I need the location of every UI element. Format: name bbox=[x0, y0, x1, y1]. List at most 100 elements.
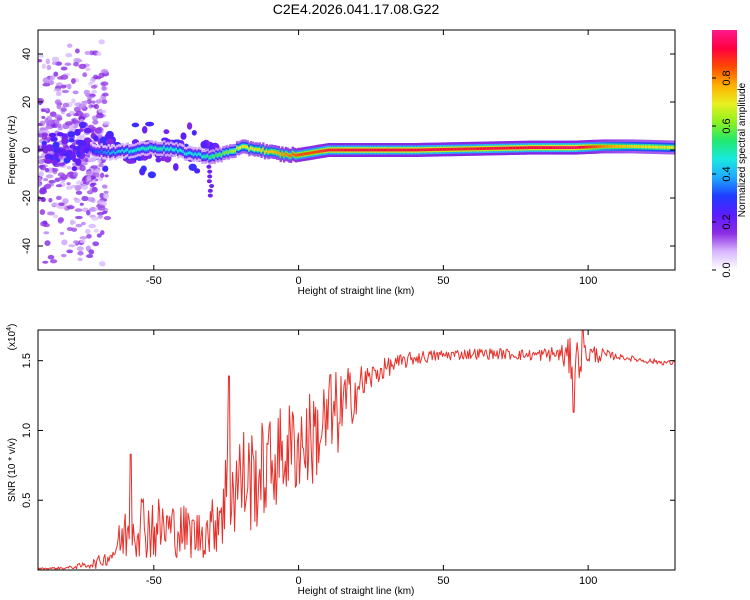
spectrogram-ridge-cell bbox=[599, 145, 602, 148]
spectrogram-ridge-cell bbox=[635, 145, 638, 148]
spectrogram-noise-blob bbox=[96, 51, 102, 57]
spectrogram-ridge-cell bbox=[479, 147, 482, 151]
spectrogram-ridge-cell bbox=[517, 146, 520, 150]
spectrogram-noise-blob bbox=[52, 214, 59, 219]
spectrogram-ridge-cell bbox=[147, 147, 150, 150]
spectrogram-ridge-cell bbox=[394, 148, 397, 152]
spectrogram-ridge-cell bbox=[428, 148, 432, 152]
snr-multiplier-base: (x10 bbox=[7, 330, 18, 350]
spectrogram-ridge-cell bbox=[515, 146, 519, 150]
spectrogram-ridge-cell bbox=[314, 150, 317, 154]
spectrogram-noise-blob bbox=[86, 175, 92, 182]
spectrogram-ridge-cell bbox=[413, 148, 416, 152]
spectrogram-ridge-cell bbox=[489, 147, 493, 150]
spectrogram-noise-blob bbox=[87, 196, 95, 203]
spectrogram-ridge-cell bbox=[529, 146, 532, 149]
spectrogram-ridge-cell bbox=[126, 148, 129, 151]
spectrogram-ridge-cell bbox=[197, 152, 201, 156]
spectrogram-ridge-cell bbox=[173, 148, 176, 152]
spectrogram-noise-blob bbox=[92, 119, 99, 125]
spectrogram-noise-blob bbox=[102, 184, 108, 189]
spectrogram-ridge-cell bbox=[156, 147, 159, 151]
spectrogram-ridge-cell bbox=[510, 146, 513, 150]
spectrogram-ridge-cell bbox=[107, 149, 110, 153]
spectrogram-ridge-cell bbox=[270, 150, 274, 153]
spectrogram-tail-blob bbox=[206, 179, 212, 184]
spectrogram-ridge-cell bbox=[609, 145, 612, 148]
spectrogram-ridge-cell bbox=[317, 150, 321, 153]
spectrogram-ridge-cell bbox=[140, 146, 143, 150]
spectrogram-noise-blob bbox=[79, 202, 84, 206]
spectrogram-ridge-cell bbox=[522, 146, 526, 150]
spectrogram-ridge-cell bbox=[373, 148, 376, 152]
spectrogram-ridge-cell bbox=[324, 149, 328, 152]
spectrogram-noise-blob bbox=[68, 244, 76, 248]
spectrogram-ridge-cell bbox=[623, 145, 626, 148]
spectrogram-ridge-cell bbox=[670, 146, 673, 149]
spectrogram-ridge-cell bbox=[408, 148, 411, 152]
spectrogram-tail-blob bbox=[207, 193, 213, 198]
spectrogram-ridge-cell bbox=[364, 148, 367, 152]
spectrogram-noise-blob bbox=[105, 138, 114, 145]
spectrogram-ridge-cell bbox=[230, 149, 234, 153]
spectrogram-ridge-cell bbox=[291, 152, 294, 156]
spectrogram-ridge-cell bbox=[312, 151, 315, 154]
spectrogram-ridge-cell bbox=[621, 145, 625, 148]
spectrogram-noise-blob bbox=[76, 246, 84, 252]
spectrogram-noise-blob bbox=[38, 54, 45, 58]
spectrogram-noise-blob bbox=[61, 89, 70, 94]
spectrogram-ridge-cell bbox=[482, 147, 486, 150]
spectrogram-noise-blob bbox=[53, 88, 62, 92]
spectrogram-ridge-cell bbox=[388, 148, 392, 152]
spectrogram-ridge-cell bbox=[121, 148, 124, 152]
spectrogram-ridge-cell bbox=[222, 151, 225, 155]
spectrogram-xlabel: Height of straight line (km) bbox=[298, 286, 415, 297]
spectrogram-noise-blob bbox=[96, 233, 102, 238]
spectrogram-ridge-cell bbox=[340, 148, 343, 152]
spectrogram-ridge-cell bbox=[283, 154, 286, 157]
spectrogram-ridge-cell bbox=[159, 147, 162, 151]
spectrogram-ridge-cell bbox=[349, 148, 352, 152]
spectrogram-ridge-cell bbox=[477, 147, 480, 151]
spectrogram-ridge-cell bbox=[637, 145, 640, 148]
spectrogram-ridge-cell bbox=[514, 146, 517, 150]
spectrogram-noise-blob bbox=[41, 63, 47, 70]
spectrogram-noise-blob bbox=[172, 163, 179, 171]
spectrogram-noise-blob bbox=[74, 128, 81, 136]
spectrogram-ridge-cell bbox=[451, 147, 454, 151]
spectrogram-ridge-cell bbox=[111, 151, 114, 155]
spectrogram-tail-blob bbox=[207, 188, 213, 193]
spectrogram-noise-blob bbox=[86, 190, 94, 195]
spectrogram-ridge-cell bbox=[446, 147, 449, 151]
spectrogram-ridge-cell bbox=[310, 151, 314, 155]
spectrogram-ridge-cell bbox=[602, 145, 605, 148]
spectrogram-noise-blob bbox=[67, 83, 72, 90]
spectrogram-ridge-cell bbox=[498, 146, 501, 150]
spectrogram-ridge-cell bbox=[574, 146, 578, 149]
spectrogram-noise-blob bbox=[42, 220, 48, 225]
spectrogram-noise-blob bbox=[38, 155, 44, 159]
spectrogram-ridge-cell bbox=[262, 148, 265, 151]
spectrogram-ridge-cell bbox=[618, 145, 621, 148]
spectrogram-noise-blob bbox=[51, 167, 59, 172]
spectrogram-ridge-cell bbox=[552, 146, 555, 149]
spectrogram-ridge-cell bbox=[123, 150, 126, 154]
spectrogram-ridge-cell bbox=[331, 148, 334, 152]
spectrogram-ridge-cell bbox=[220, 153, 223, 157]
spectrogram-xtick-label: 0 bbox=[296, 275, 302, 287]
spectrogram-noise-blob bbox=[54, 61, 63, 66]
spectrogram-ridge-cell bbox=[97, 150, 100, 154]
spectrogram-noise-blob bbox=[75, 110, 84, 117]
spectrogram-noise-blob bbox=[72, 90, 79, 95]
snr-xtick-label: -50 bbox=[146, 575, 162, 587]
spectrogram-ridge-cell bbox=[133, 149, 136, 153]
spectrogram-ridge-cell bbox=[592, 145, 595, 149]
spectrogram-ridge-cell bbox=[467, 147, 470, 151]
spectrogram-noise-blob bbox=[45, 174, 54, 179]
spectrogram-noise-blob bbox=[78, 63, 87, 70]
spectrogram-ridge-cell bbox=[486, 147, 489, 150]
spectrogram-ridge-cell bbox=[620, 145, 623, 148]
spectrogram-noise-blob bbox=[74, 48, 80, 54]
spectrogram-noise-blob bbox=[81, 162, 88, 166]
colorbar-tick-label: 0.8 bbox=[721, 70, 733, 85]
